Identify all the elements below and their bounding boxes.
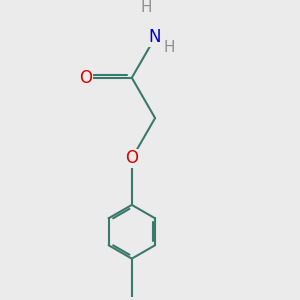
Text: O: O	[125, 149, 138, 167]
Text: O: O	[79, 69, 92, 87]
Text: H: H	[164, 40, 176, 55]
Text: N: N	[149, 28, 161, 46]
Text: H: H	[141, 0, 152, 15]
